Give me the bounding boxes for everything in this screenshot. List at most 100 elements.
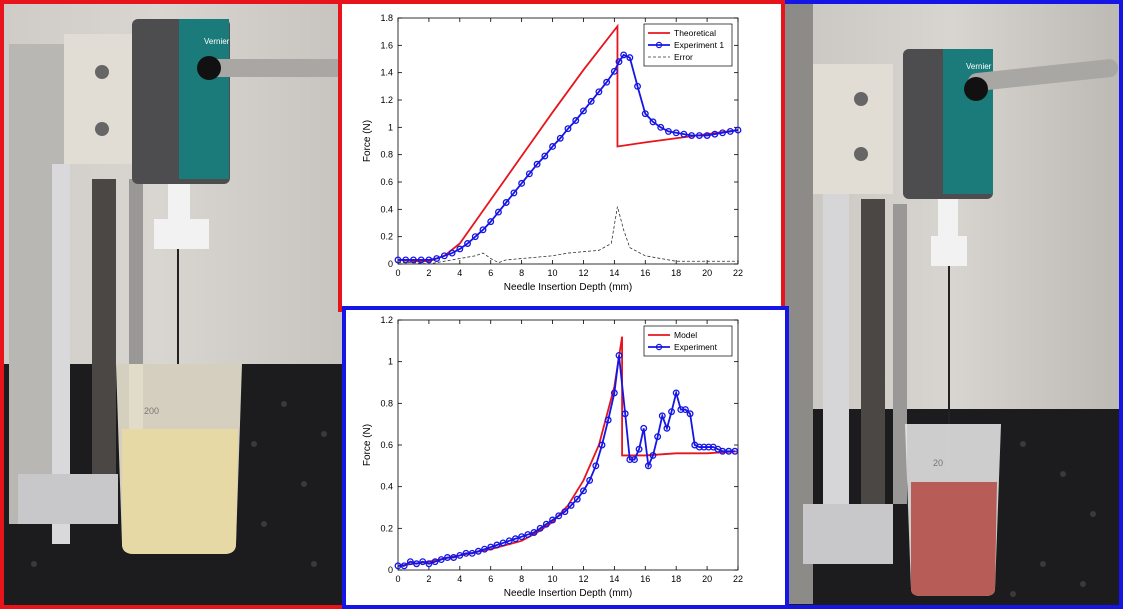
x-axis-label: Needle Insertion Depth (mm) bbox=[504, 588, 632, 599]
data-point bbox=[598, 441, 606, 449]
data-point bbox=[586, 476, 594, 484]
legend-label: Theoretical bbox=[674, 28, 716, 38]
data-point bbox=[668, 408, 675, 416]
data-point bbox=[433, 255, 441, 262]
legend-label: Experiment 1 bbox=[674, 40, 724, 50]
bottom-chart-panel: 0 2 4 6 8 10 12 14 16 18 20 22 0 0.2 0.4 0.6 0.8 1 1.2 Mode… bbox=[342, 306, 789, 609]
left-photo-panel: Vernier 200 bbox=[0, 0, 345, 609]
data-point bbox=[510, 189, 518, 197]
x-tick-label: 22 bbox=[733, 574, 743, 584]
data-point bbox=[549, 516, 556, 524]
data-point bbox=[658, 412, 666, 420]
data-point bbox=[620, 51, 628, 59]
data-point bbox=[663, 424, 671, 432]
top-chart-panel: 0 2 4 6 8 10 12 14 16 18 20 22 0 0.2 0.4 0.6 0.8 1 1.2 1.4 1… bbox=[338, 0, 785, 312]
x-tick-label: 20 bbox=[702, 574, 712, 584]
data-point bbox=[644, 462, 652, 470]
data-point bbox=[635, 445, 643, 453]
data-point bbox=[634, 82, 641, 90]
y-axis-label: Force (N) bbox=[362, 424, 373, 466]
data-point bbox=[479, 226, 487, 234]
x-tick-label: 6 bbox=[488, 574, 493, 584]
data-point bbox=[564, 125, 572, 133]
data-point bbox=[502, 199, 510, 206]
data-point bbox=[573, 495, 581, 503]
lead-screw bbox=[861, 199, 885, 519]
data-point bbox=[464, 240, 471, 247]
needle-hub bbox=[931, 236, 967, 266]
y-tick-label: 1.4 bbox=[380, 68, 393, 78]
y-tick-label: 0.6 bbox=[380, 440, 393, 450]
x-tick-label: 8 bbox=[519, 574, 524, 584]
lead-screw bbox=[92, 179, 116, 489]
data-point bbox=[406, 558, 414, 566]
x-tick-label: 4 bbox=[457, 268, 462, 278]
x-tick-label: 22 bbox=[733, 268, 743, 278]
data-point bbox=[450, 554, 458, 561]
legend-label: Experiment bbox=[674, 342, 718, 352]
legend-label: Error bbox=[674, 52, 693, 62]
data-point bbox=[525, 170, 533, 178]
data-point bbox=[682, 406, 689, 414]
x-tick-label: 8 bbox=[519, 268, 524, 278]
y-tick-label: 0.4 bbox=[380, 482, 393, 492]
data-point bbox=[700, 443, 708, 451]
x-tick-label: 12 bbox=[578, 268, 588, 278]
data-point bbox=[542, 520, 550, 528]
x-tick-label: 20 bbox=[702, 268, 712, 278]
beaker-liquid bbox=[122, 429, 238, 554]
data-point bbox=[431, 558, 439, 566]
data-point bbox=[711, 130, 719, 138]
data-point bbox=[481, 545, 488, 553]
x-tick-label: 14 bbox=[609, 268, 619, 278]
right-photo-panel: Vernier 20 bbox=[783, 0, 1123, 609]
data-point bbox=[626, 456, 634, 464]
data-point bbox=[688, 132, 696, 139]
plot-area bbox=[397, 319, 739, 571]
data-point bbox=[677, 406, 685, 414]
data-point bbox=[440, 252, 448, 260]
y-tick-label: 1.8 bbox=[380, 13, 393, 23]
data-point bbox=[734, 126, 742, 134]
y-tick-label: 0.6 bbox=[380, 177, 393, 187]
top-force-chart: 0 2 4 6 8 10 12 14 16 18 20 22 0 0.2 0.4 0.6 0.8 1 1.2 1.4 1… bbox=[362, 13, 743, 293]
data-point bbox=[541, 152, 549, 160]
y-tick-label: 1.2 bbox=[380, 95, 393, 105]
data-point bbox=[425, 256, 433, 264]
data-point bbox=[703, 132, 711, 139]
data-point bbox=[530, 529, 538, 536]
data-point bbox=[487, 218, 495, 226]
data-point bbox=[726, 127, 734, 135]
data-point bbox=[731, 447, 739, 455]
y-tick-label: 0.2 bbox=[380, 232, 393, 242]
data-point bbox=[533, 160, 541, 168]
data-point bbox=[665, 127, 672, 135]
x-tick-label: 2 bbox=[426, 268, 431, 278]
data-point bbox=[493, 541, 501, 549]
data-point bbox=[518, 179, 526, 187]
data-point bbox=[561, 508, 569, 516]
data-point bbox=[621, 410, 629, 418]
data-point bbox=[610, 67, 618, 75]
data-point bbox=[592, 462, 600, 470]
data-point bbox=[572, 117, 580, 124]
data-point bbox=[649, 451, 657, 459]
x-tick-label: 16 bbox=[640, 268, 650, 278]
data-point bbox=[641, 110, 649, 118]
data-point bbox=[474, 547, 482, 555]
mount-rod bbox=[967, 59, 1119, 92]
data-point bbox=[448, 249, 456, 257]
data-point bbox=[413, 560, 420, 568]
data-point bbox=[556, 134, 564, 142]
x-tick-label: 14 bbox=[609, 574, 619, 584]
left-apparatus-photo: Vernier 200 bbox=[4, 19, 345, 605]
x-tick-label: 10 bbox=[548, 574, 558, 584]
data-point bbox=[640, 424, 648, 432]
left-rail-1 bbox=[52, 164, 70, 544]
data-point bbox=[615, 58, 623, 66]
data-point bbox=[615, 351, 623, 359]
right-apparatus-photo: Vernier 20 bbox=[783, 4, 1119, 605]
x-axis-label: Needle Insertion Depth (mm) bbox=[504, 282, 632, 293]
series-line-experiment bbox=[398, 355, 735, 567]
carriage-block bbox=[813, 64, 893, 194]
